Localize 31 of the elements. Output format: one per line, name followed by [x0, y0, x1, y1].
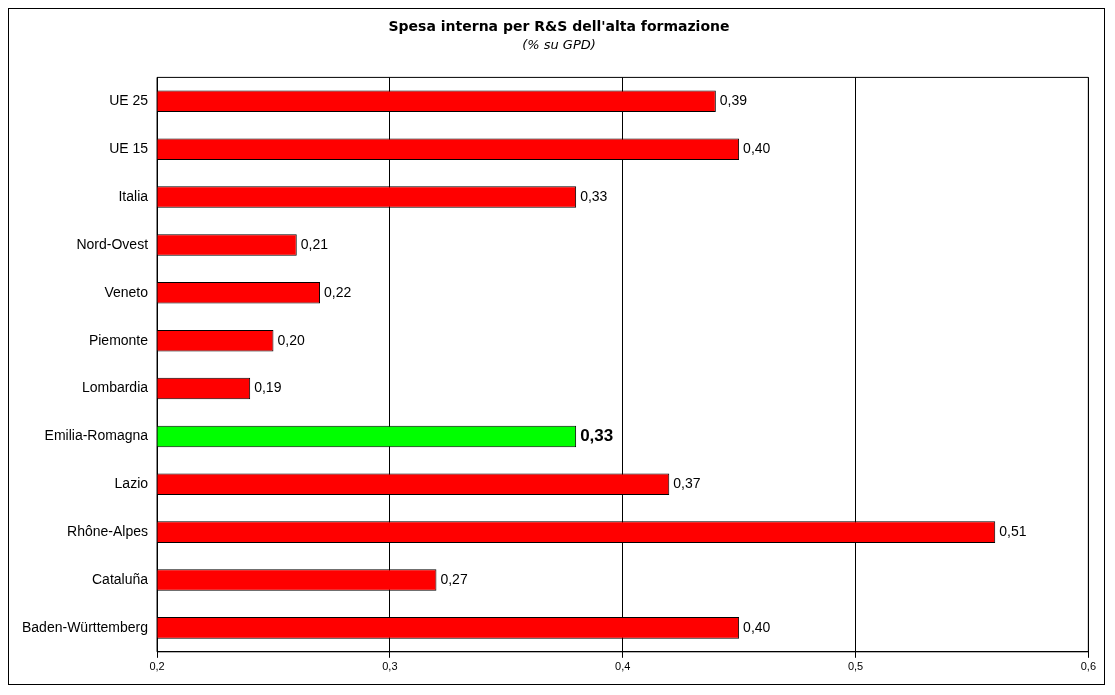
data-label: 0,51: [999, 522, 1027, 539]
y-tick-label: Nord-Ovest: [76, 235, 149, 252]
x-tick-label: 0,4: [615, 660, 631, 673]
x-tick-label: 0,6: [1080, 660, 1096, 673]
y-tick-label: Baden-Württemberg: [21, 618, 149, 635]
y-tick-label: Veneto: [104, 283, 149, 300]
data-label: 0,39: [719, 92, 748, 109]
y-tick-label: Italia: [118, 187, 149, 204]
y-tick-label: Emilia-Romagna: [44, 427, 149, 444]
x-tick-label: 0,5: [847, 660, 864, 673]
chart-title: Spesa interna per R&S dell'alta formazione: [388, 18, 730, 35]
data-label: 0,21: [300, 235, 329, 252]
y-tick-label: Piemonte: [88, 331, 149, 348]
chart-subtitle: (% su GPD): [522, 36, 596, 52]
data-label: 0,33: [580, 187, 608, 204]
data-label: 0,27: [440, 570, 468, 587]
data-label: 0,37: [673, 475, 701, 492]
x-tick-label: 0,2: [149, 660, 165, 673]
data-label: 0,40: [743, 618, 771, 635]
x-tick-label: 0,3: [382, 660, 398, 673]
data-label: 0,22: [324, 283, 352, 300]
data-label: 0,20: [277, 331, 305, 348]
y-tick-label: Lombardia: [81, 379, 149, 396]
data-label: 0,40: [743, 140, 771, 157]
data-label: 0,19: [254, 379, 282, 396]
y-tick-label: Cataluña: [92, 570, 149, 587]
y-tick-label: UE 15: [109, 140, 149, 157]
y-tick-label: UE 25: [109, 92, 149, 109]
data-label: 0,33: [580, 426, 614, 446]
y-tick-label: Lazio: [114, 475, 149, 492]
y-tick-label: Rhône-Alpes: [67, 522, 149, 539]
